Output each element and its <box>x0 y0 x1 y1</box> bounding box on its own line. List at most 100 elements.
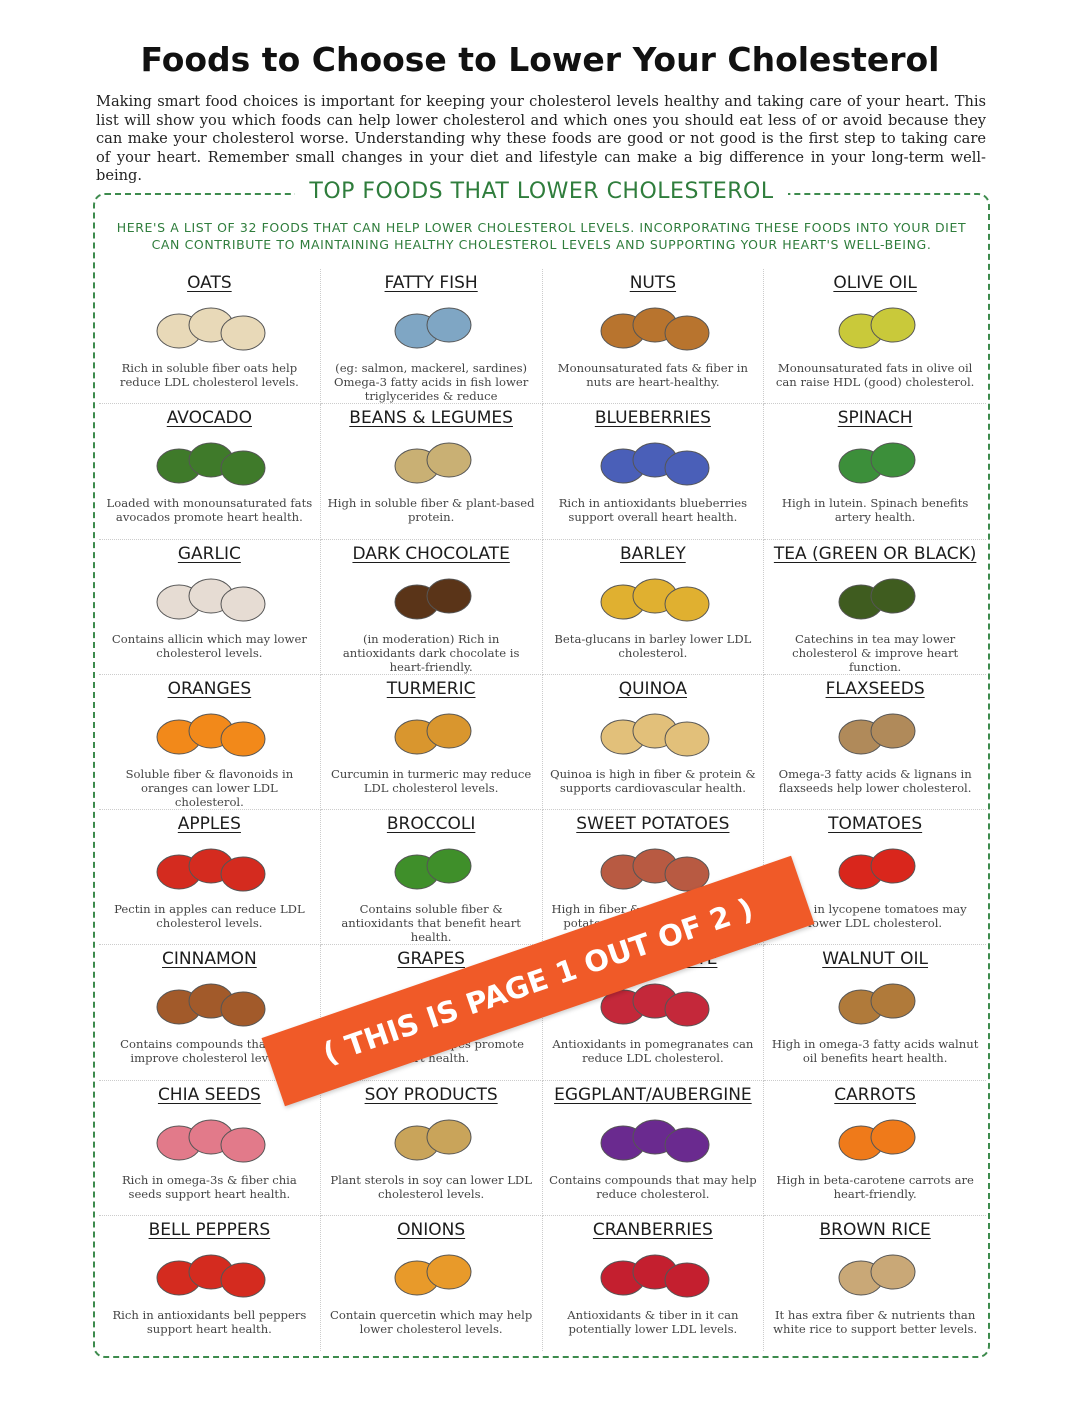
food-card: BEANS & LEGUMES High in soluble fiber & p… <box>320 404 543 540</box>
food-description: (in moderation) Rich in antioxidants dar… <box>342 631 520 674</box>
food-name: BROWN RICE <box>819 1219 931 1240</box>
food-icon <box>394 1119 472 1160</box>
section-subheading: Here's a list of 32 foods that can help … <box>116 220 967 252</box>
food-icon <box>600 307 710 351</box>
food-icon <box>838 307 916 349</box>
food-icon <box>394 578 472 619</box>
icon-shape <box>664 991 710 1027</box>
icon-shape <box>664 1127 710 1162</box>
food-name: GRAPES <box>397 949 465 970</box>
food-name: ORANGES <box>167 678 252 699</box>
food-description: Antioxidants & tiber in it can potential… <box>567 1307 739 1336</box>
food-name: OLIVE OIL <box>833 273 917 293</box>
icon-shape <box>220 450 266 486</box>
food-card: CARROTS High in beta-carotene carrots are… <box>764 1081 986 1216</box>
food-card: BARLEY Beta-glucans in barley lower LDL c… <box>542 539 765 675</box>
food-name: BEANS & LEGUMES <box>349 408 513 429</box>
food-name: NUTS <box>629 273 677 293</box>
food-description: Rich in antioxidants bell peppers suppor… <box>112 1307 307 1336</box>
food-icon <box>156 307 266 351</box>
food-description: Rich in lycopene tomatoes may lower LDL … <box>783 902 967 930</box>
icon-shape <box>220 586 266 621</box>
food-description: Rich in soluble fiber oats help reduce L… <box>119 361 299 389</box>
icon-shape <box>870 307 916 343</box>
food-icon <box>600 713 710 757</box>
food-icon <box>156 1254 266 1298</box>
food-description: It has extra fiber & nutrients than whit… <box>773 1307 978 1336</box>
icon-shape <box>426 713 472 749</box>
food-card: NUTS Monounsaturated fats & fiber in nuts… <box>542 269 765 405</box>
food-card: WALNUT OIL High in omega-3 fatty acids wa… <box>764 945 986 1081</box>
food-name: TURMERIC <box>386 678 476 699</box>
food-description: Beta-glucans in barley lower LDL cholest… <box>554 631 752 660</box>
food-name: BLUEBERRIES <box>594 408 711 429</box>
food-icon <box>156 983 266 1027</box>
title: Foods to Choose to Lower Your Cholestero… <box>140 40 940 79</box>
food-icon <box>838 848 916 890</box>
food-card: BROWN RICE It has extra fiber & nutrients… <box>764 1216 986 1351</box>
food-icon <box>394 442 472 484</box>
food-icon <box>394 1254 472 1296</box>
food-description: Omega-3 fatty acids & lignans in flaxsee… <box>778 766 972 795</box>
food-description: Contains allicin which may lower cholest… <box>111 631 307 660</box>
food-card: OATS Rich in soluble fiber oats help redu… <box>99 269 321 405</box>
food-card: SOY PRODUCTS Plant sterols in soy can low… <box>320 1080 543 1216</box>
food-card: CRANBERRIES Antioxidants & tiber in it ca… <box>543 1215 765 1351</box>
food-name: SPINACH <box>837 408 913 429</box>
food-icon <box>600 578 710 621</box>
icon-shape <box>664 315 710 351</box>
food-description: Soluble fiber & flavonoids in oranges ca… <box>125 766 294 809</box>
icon-shape <box>426 578 472 613</box>
icon-shape <box>870 442 916 478</box>
food-name: APPLES <box>177 814 241 834</box>
food-icon <box>394 713 472 755</box>
food-card: BLUEBERRIES Rich in antioxidants blueberr… <box>542 404 765 540</box>
food-description: (eg: salmon, mackerel, sardines) Omega-3… <box>333 361 529 403</box>
food-description: Catechins in tea may lower cholesterol &… <box>792 631 959 674</box>
food-icon <box>600 983 710 1027</box>
food-description: Contain quercetin which may help lower c… <box>329 1307 533 1336</box>
food-card: GARLIC Contains allicin which may lower c… <box>99 539 321 675</box>
food-icon <box>838 983 916 1025</box>
icon-shape <box>220 856 266 892</box>
food-card: TURMERIC Curcumin in turmeric may reduce … <box>320 674 543 810</box>
food-name: TEA (GREEN OR BLACK) <box>773 543 977 564</box>
food-card: FATTY FISH (eg: salmon, mackerel, sardine… <box>320 269 543 405</box>
food-icon <box>600 442 710 486</box>
food-description: Plant sterols in soy can lower LDL chole… <box>330 1172 532 1201</box>
icon-shape <box>220 1262 266 1298</box>
food-name: TOMATOES <box>828 814 923 834</box>
icon-shape <box>870 1119 916 1154</box>
food-icon <box>838 442 916 484</box>
icon-shape <box>870 578 916 613</box>
food-icon <box>394 848 472 890</box>
food-description: High in lutein. Spinach benefits artery … <box>781 496 969 525</box>
food-name: EGGPLANT/AUBERGINE <box>554 1084 752 1105</box>
section-heading-wrap: TOP FOODS THAT LOWER CHOLESTEROL <box>95 179 988 204</box>
food-icon <box>156 578 266 621</box>
food-icon <box>838 1254 916 1296</box>
icon-shape <box>426 307 472 343</box>
food-description: Quinoa is high in fiber & protein & supp… <box>550 766 756 795</box>
food-card: BELL PEPPERS Rich in antioxidants bell pe… <box>99 1215 321 1351</box>
food-card: FLAXSEEDS Omega-3 fatty acids & lignans i… <box>764 675 986 810</box>
icon-shape <box>220 315 266 351</box>
icon-shape <box>870 983 916 1019</box>
food-card: AVOCADO Loaded with monounsaturated fats … <box>99 404 321 540</box>
icon-shape <box>220 991 266 1027</box>
food-name: CRANBERRIES <box>592 1219 713 1240</box>
food-name: SOY PRODUCTS <box>364 1084 498 1105</box>
food-icon <box>838 578 916 619</box>
food-icon <box>838 1119 916 1160</box>
food-icon <box>156 848 266 892</box>
food-icon <box>156 713 266 757</box>
food-description: Rich in omega-3s & fiber chia seeds supp… <box>121 1172 297 1201</box>
icon-shape <box>870 1254 916 1290</box>
food-icon <box>156 442 266 486</box>
foods-panel: TOP FOODS THAT LOWER CHOLESTEROL Here's … <box>93 179 990 1358</box>
food-card: CINNAMON Contains compounds that may impr… <box>99 945 321 1081</box>
food-name: SWEET POTATOES <box>576 814 730 834</box>
food-description: High in beta-carotene carrots are heart-… <box>776 1172 974 1201</box>
food-description: Monounsaturated fats in olive oil can ra… <box>775 361 975 389</box>
